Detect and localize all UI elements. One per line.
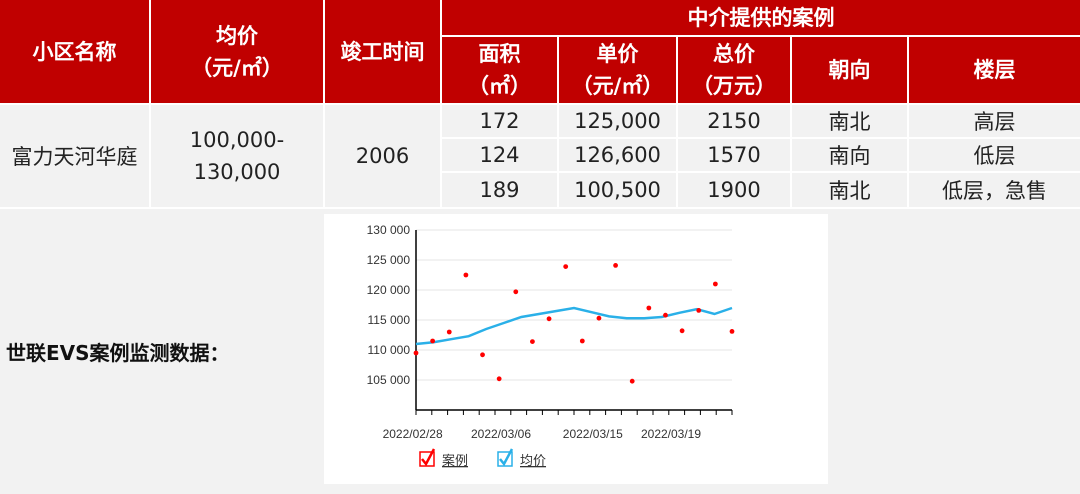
case-point xyxy=(663,312,668,318)
avg-price-line1: 100,000- xyxy=(189,128,285,152)
header-orientation: 朝向 xyxy=(792,37,907,103)
avg-price-line2: 130,000 xyxy=(193,160,281,184)
case-point xyxy=(480,352,485,358)
legend-label[interactable]: 均价 xyxy=(520,454,546,469)
case-point xyxy=(712,281,718,287)
y-tick-label: 115 000 xyxy=(368,313,411,327)
case-point xyxy=(413,350,419,356)
header-unit-price-line1: 单价 xyxy=(596,42,639,66)
case-point xyxy=(629,378,635,384)
header-total-line1: 总价 xyxy=(713,42,755,66)
header-area: 面积 （㎡） xyxy=(442,37,557,103)
header-unit-price: 单价 （元/㎡） xyxy=(559,37,676,103)
case-floor: 低层，急售 xyxy=(909,173,1080,207)
case-point xyxy=(430,338,436,344)
header-community: 小区名称 xyxy=(0,0,149,103)
x-tick-label: 2022/03/06 xyxy=(471,427,531,441)
community-avg-price: 100,000- 130,000 xyxy=(151,105,323,207)
case-area: 189 xyxy=(442,173,557,207)
case-point xyxy=(496,376,502,382)
case-orientation: 南北 xyxy=(792,173,907,207)
header-total: 总价 （万元） xyxy=(678,37,790,103)
y-tick-label: 110 000 xyxy=(368,343,411,357)
y-tick-label: 105 000 xyxy=(367,373,411,387)
case-point xyxy=(513,289,519,295)
header-area-line1: 面积 xyxy=(478,42,521,66)
x-tick-label: 2022/02/28 xyxy=(383,427,443,441)
header-avg-price: 均价 （元/㎡） xyxy=(151,0,323,103)
case-floor: 高层 xyxy=(909,105,1080,137)
case-unit-price: 125,000 xyxy=(559,105,676,137)
case-point xyxy=(579,338,585,344)
y-tick-label: 125 000 xyxy=(367,253,411,267)
header-avg-price-line1: 均价 xyxy=(216,23,258,48)
x-tick-label: 2022/03/15 xyxy=(563,427,623,441)
header-agency-group: 中介提供的案例 xyxy=(442,0,1080,35)
case-unit-price: 126,600 xyxy=(559,139,676,171)
header-completion: 竣工时间 xyxy=(325,0,440,103)
case-floor: 低层 xyxy=(909,139,1080,171)
case-point xyxy=(613,263,618,268)
case-point xyxy=(446,329,452,335)
x-tick-label: 2022/03/19 xyxy=(641,427,701,441)
header-floor: 楼层 xyxy=(909,37,1080,103)
case-point xyxy=(546,316,552,322)
header-area-line2: （㎡） xyxy=(468,74,531,98)
legend-check-icon xyxy=(421,448,436,467)
case-point xyxy=(729,329,735,334)
case-point xyxy=(696,308,702,313)
case-point xyxy=(530,339,535,344)
case-area: 124 xyxy=(442,139,557,171)
evs-chart: 130 000 125 000 120 000 115 000 110 000 105 0… xyxy=(324,214,828,484)
evs-chart-svg: 130 000 125 000 120 000 115 000 110 000 105 0… xyxy=(367,223,735,469)
case-point xyxy=(679,328,685,334)
case-total: 2150 xyxy=(678,105,790,137)
legend-label[interactable]: 案例 xyxy=(442,454,468,469)
case-point xyxy=(596,315,602,321)
legend-check-icon xyxy=(499,448,514,467)
header-unit-price-line2: （元/㎡） xyxy=(571,74,664,98)
y-tick-label: 120 000 xyxy=(367,283,411,297)
case-area: 172 xyxy=(442,105,557,137)
avg-price-line xyxy=(415,306,733,346)
community-completion: 2006 xyxy=(325,105,440,207)
case-orientation: 南北 xyxy=(792,105,907,137)
evs-label: 世联EVS案例监测数据： xyxy=(0,209,323,494)
community-name: 富力天河华庭 xyxy=(0,105,149,207)
case-total: 1900 xyxy=(678,173,790,207)
header-total-line2: （万元） xyxy=(692,74,776,98)
y-tick-label: 130 000 xyxy=(367,223,411,237)
case-point xyxy=(646,305,652,311)
case-point xyxy=(463,272,469,278)
case-unit-price: 100,500 xyxy=(559,173,676,207)
case-total: 1570 xyxy=(678,139,790,171)
case-orientation: 南向 xyxy=(792,139,907,171)
case-point xyxy=(563,264,569,269)
header-avg-price-line2: （元/㎡） xyxy=(191,55,283,80)
